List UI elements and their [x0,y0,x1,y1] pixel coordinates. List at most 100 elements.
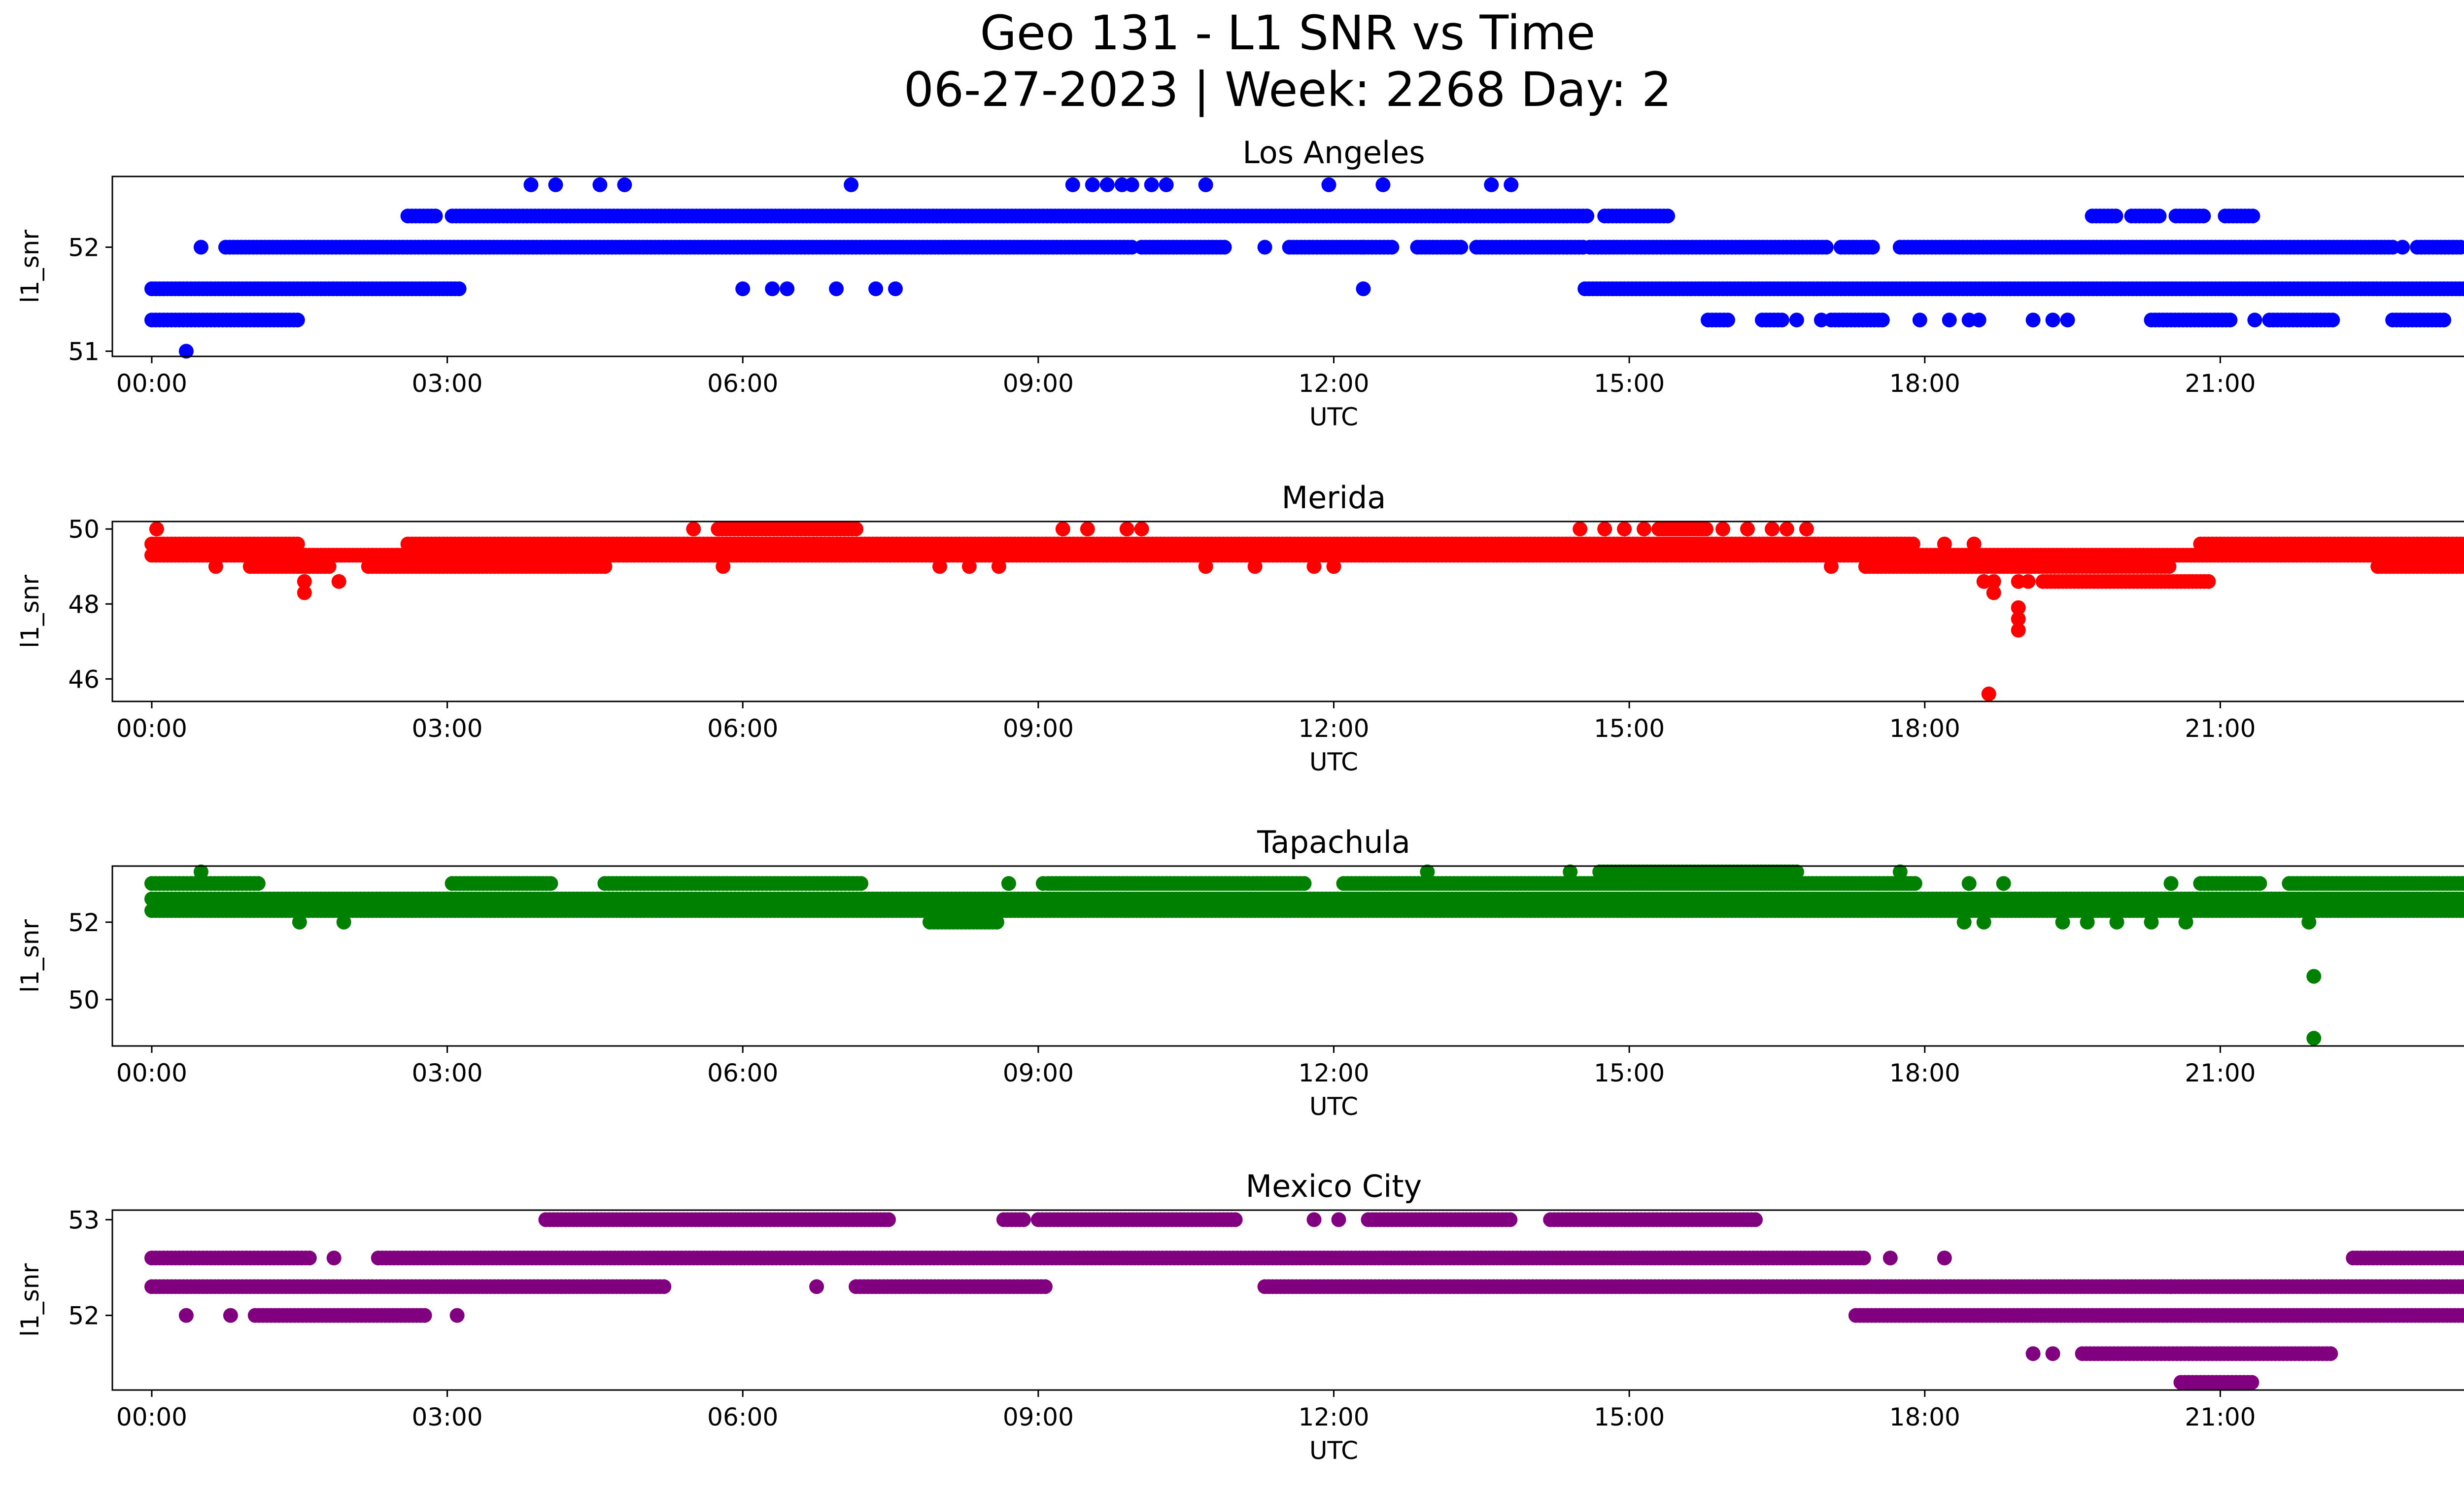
data-point [1799,522,1814,536]
data-point [617,177,632,192]
data-point [1597,522,1612,536]
x-axis-label: UTC [1309,403,1358,431]
data-point [1814,313,1829,327]
data-point [1908,876,1922,891]
data-point [2055,915,2070,930]
data-point [1957,915,1972,930]
data-point [990,915,1004,930]
figure-title-line-2: 06-27-2023 | Week: 2268 Day: 2 [904,62,1672,118]
data-point [1322,177,1336,192]
x-tick-label: 12:00 [1298,714,1369,743]
data-point [1617,522,1632,536]
data-point [1332,1212,1346,1227]
data-point [2060,313,2075,327]
data-point [2245,209,2260,223]
x-tick-label: 03:00 [412,1059,483,1087]
data-point [332,574,346,589]
data-point [1982,687,1996,701]
data-point [1036,876,1051,891]
data-point [2301,915,2316,930]
data-point [1217,240,1232,255]
data-point [854,876,868,891]
x-tick-label: 09:00 [1003,369,1074,398]
data-point [1740,522,1755,536]
x-tick-label: 15:00 [1594,369,1665,398]
data-point [2201,574,2216,589]
data-point [1789,313,1804,327]
data-point [2223,313,2237,327]
data-point [881,1212,896,1227]
data-point [597,559,612,574]
data-point [1824,559,1839,574]
data-point [1080,522,1095,536]
data-point [2252,876,2267,891]
subplot-title: Mexico City [1246,1168,1422,1204]
data-point [844,177,858,192]
data-point [1356,281,1371,296]
data-point [1134,522,1149,536]
data-point [829,281,844,296]
data-point [592,177,607,192]
data-point [292,915,307,930]
data-point [765,281,780,296]
data-point [1780,522,1794,536]
data-point [1484,177,1499,192]
data-point [962,559,977,574]
data-point [1100,177,1115,192]
y-tick-label: 52 [68,908,100,937]
y-tick-label: 46 [68,665,100,694]
data-point [1248,559,1263,574]
data-point [1228,1212,1243,1227]
x-tick-label: 15:00 [1594,1059,1665,1087]
data-point [2046,313,2060,327]
data-point [1198,177,1213,192]
x-tick-label: 12:00 [1298,1059,1369,1087]
x-tick-label: 18:00 [1889,714,1960,743]
data-point [302,1251,317,1265]
data-point [548,177,563,192]
data-point [1453,240,1468,255]
data-point [2080,915,2095,930]
data-point [2306,1031,2321,1045]
y-tick-label: 51 [68,337,100,366]
data-point [735,281,750,296]
data-point [849,522,863,536]
data-point [1016,1212,1031,1227]
data-point [1913,313,1927,327]
x-tick-label: 09:00 [1003,1059,1074,1087]
x-tick-label: 06:00 [707,714,778,743]
data-point [524,177,539,192]
data-point [2179,915,2193,930]
x-tick-label: 21:00 [2185,714,2256,743]
data-point [1327,559,1341,574]
x-tick-label: 18:00 [1889,1059,1960,1087]
data-point [716,559,730,574]
data-point [1986,586,2001,600]
data-point [686,522,701,536]
data-point [1875,313,1890,327]
data-point [1865,240,1880,255]
data-point [1307,559,1322,574]
data-point [2247,313,2262,327]
data-point [2110,915,2124,930]
y-axis-label: l1_snr [16,575,44,648]
data-point [2011,623,2026,638]
data-point [2196,209,2211,223]
data-point [1258,240,1272,255]
data-point [2021,574,2036,589]
data-point [1297,876,1312,891]
data-point [337,915,351,930]
data-point [1056,522,1070,536]
data-point [1384,240,1399,255]
data-point [452,281,467,296]
data-point [1748,1212,1763,1227]
y-tick-label: 50 [68,986,100,1014]
y-axis-label: l1_snr [16,919,44,993]
data-point [1637,522,1651,536]
data-point [1819,240,1834,255]
data-point [1125,177,1139,192]
x-axis-label: UTC [1309,748,1358,776]
x-tick-label: 03:00 [412,714,483,743]
data-point [1660,209,1675,223]
